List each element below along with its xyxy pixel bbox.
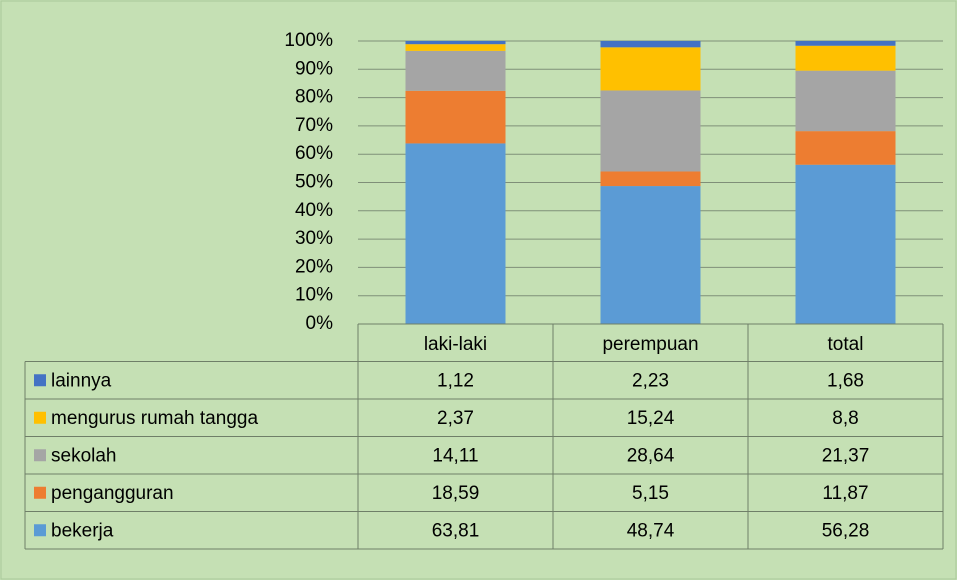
y-tick-label: 10%: [295, 285, 333, 306]
y-tick-label: 100%: [284, 30, 333, 51]
data-table-value: 14,11: [432, 445, 478, 466]
y-tick-label: 80%: [295, 87, 333, 108]
data-table-value: 8,8: [832, 408, 858, 429]
data-table-value: 28,64: [627, 445, 675, 466]
bar-segment: [795, 131, 896, 165]
legend-label: sekolah: [51, 445, 117, 466]
legend-key: [34, 486, 46, 499]
data-table-value: 15,24: [627, 408, 675, 429]
legend-key: [34, 449, 46, 462]
bar-segment: [600, 90, 701, 172]
y-tick-label: 50%: [295, 172, 333, 193]
legend-key: [34, 524, 46, 537]
y-tick-label: 90%: [295, 58, 333, 79]
data-table-value: 1,12: [437, 370, 474, 391]
legend-label: mengurus rumah tangga: [51, 408, 258, 429]
data-table-value: 2,37: [437, 408, 474, 429]
data-table-value: 18,59: [432, 483, 480, 504]
y-tick-label: 0%: [306, 313, 334, 334]
bar-segment: [600, 171, 701, 187]
bar-segment: [405, 50, 506, 91]
x-tick-label: laki-laki: [424, 334, 487, 355]
legend-label: bekerja: [51, 520, 114, 541]
x-tick-label: perempuan: [602, 334, 698, 355]
legend-label: pengangguran: [51, 483, 174, 504]
bar-segment: [405, 44, 506, 51]
data-table-value: 2,23: [632, 370, 669, 391]
legend-label: lainnya: [51, 370, 112, 391]
legend-key: [34, 374, 46, 387]
data-table-value: 48,74: [627, 520, 675, 541]
bar-segment: [600, 186, 701, 324]
bar-segment: [405, 41, 506, 45]
data-table-value: 11,87: [822, 483, 868, 504]
data-table-value: 21,37: [822, 445, 870, 466]
bar-segment: [795, 70, 896, 132]
bar-segment: [405, 90, 506, 144]
data-table-value: 1,68: [827, 370, 864, 391]
x-tick-label: total: [828, 334, 864, 355]
y-tick-label: 70%: [295, 115, 333, 136]
bar-segment: [600, 41, 701, 48]
y-tick-label: 40%: [295, 200, 333, 221]
y-tick-label: 20%: [295, 256, 333, 277]
data-table-value: 56,28: [822, 520, 870, 541]
bar-segment: [405, 143, 506, 324]
data-table-value: 63,81: [432, 520, 480, 541]
y-tick-label: 60%: [295, 143, 333, 164]
bar-segment: [795, 41, 896, 46]
bar-segment: [795, 45, 896, 71]
bar-segment: [795, 164, 896, 324]
y-tick-label: 30%: [295, 228, 333, 249]
legend-key: [34, 411, 46, 424]
bar-segment: [600, 47, 701, 91]
data-table-value: 5,15: [632, 483, 669, 504]
